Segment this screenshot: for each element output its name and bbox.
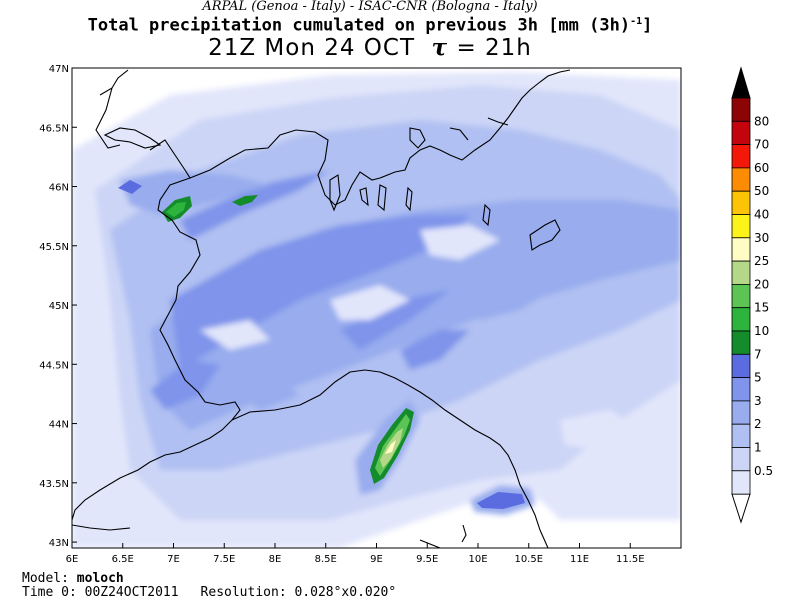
lon-tick-label: 11.5E <box>616 554 645 565</box>
lat-tick-label: 45N <box>49 301 69 312</box>
colorbar-bottom-arrow <box>731 493 751 524</box>
colorbar-swatch <box>731 470 751 495</box>
lat-tick-label: 43.5N <box>39 479 69 490</box>
colorbar-top-arrow <box>731 66 751 99</box>
colorbar: 0.5 1 2 3 5 7 10 15 20 25 30 40 50 60 70 80 <box>731 66 773 524</box>
colorbar-swatch <box>731 214 751 239</box>
colorbar-label: 30 <box>754 231 769 245</box>
colorbar-label: 3 <box>754 394 762 408</box>
lon-tick-label: 7.5E <box>213 554 235 565</box>
colorbar-label: 80 <box>754 114 769 128</box>
colorbar-swatch <box>731 423 751 448</box>
colorbar-swatch <box>731 144 751 169</box>
colorbar-label: 1 <box>754 441 762 455</box>
colorbar-swatch <box>731 400 751 425</box>
colorbar-swatch <box>731 447 751 472</box>
colorbar-swatch <box>731 307 751 332</box>
colorbar-label: 25 <box>754 254 769 268</box>
lon-tick-label: 6E <box>66 554 79 565</box>
colorbar-label: 7 <box>754 347 762 361</box>
colorbar-label: 20 <box>754 277 769 291</box>
colorbar-label: 15 <box>754 301 769 315</box>
colorbar-label: 2 <box>754 417 762 431</box>
valid-time-title: 21Z Mon 24 OCT τ = 21h <box>208 34 532 61</box>
lon-tick-label: 8E <box>269 554 282 565</box>
colorbar-swatch <box>731 260 751 285</box>
lon-tick-label: 9E <box>370 554 383 565</box>
lon-tick-label: 10E <box>468 554 487 565</box>
model-line: Model: moloch <box>22 571 124 586</box>
lat-tick-label: 46N <box>49 183 69 194</box>
colorbar-swatch <box>731 283 751 309</box>
time-line: Time 0: 00Z24OCT2011 Resolution: 0.028°x0… <box>22 585 397 600</box>
coastlines-borders <box>72 69 571 548</box>
colorbar-label: 50 <box>754 184 769 198</box>
latitude-axis: 43N 43.5N 44N 44.5N 45N 45.5N 46N 46.5N 47N <box>39 64 77 549</box>
lon-tick-label: 8.5E <box>315 554 337 565</box>
lat-tick-label: 47N <box>49 64 69 75</box>
lat-tick-label: 45.5N <box>39 242 69 253</box>
precipitation-field <box>72 68 681 548</box>
longitude-axis: 6E 6.5E 7E 7.5E 8E 8.5E 9E 9.5E 10E 10.5E 11E 11.5E <box>66 543 645 565</box>
lon-tick-label: 6.5E <box>112 554 134 565</box>
lon-tick-label: 10.5E <box>514 554 543 565</box>
colorbar-label: 10 <box>754 324 769 338</box>
lat-tick-label: 46.5N <box>39 123 69 134</box>
colorbar-swatch <box>731 120 751 146</box>
lon-tick-label: 9.5E <box>416 554 438 565</box>
lon-tick-label: 11E <box>570 554 589 565</box>
lat-tick-label: 44N <box>49 420 69 431</box>
lon-tick-label: 7E <box>167 554 180 565</box>
lat-tick-label: 43N <box>49 538 69 549</box>
institutions-header: ARPAL (Genoa - Italy) - ISAC-CNR (Bologn… <box>202 0 538 14</box>
colorbar-swatch <box>731 97 751 122</box>
colorbar-label: 5 <box>754 371 762 385</box>
colorbar-label: 60 <box>754 161 769 175</box>
lat-tick-label: 44.5N <box>39 360 69 371</box>
colorbar-label: 70 <box>754 138 769 152</box>
colorbar-swatch <box>731 330 751 355</box>
colorbar-swatch <box>731 167 751 192</box>
colorbar-swatch <box>731 377 751 402</box>
product-title: Total precipitation cumulated on previou… <box>87 15 653 36</box>
colorbar-swatch <box>731 353 751 378</box>
colorbar-label: 40 <box>754 208 769 222</box>
colorbar-swatch <box>731 190 751 215</box>
colorbar-label: 0.5 <box>754 464 773 478</box>
colorbar-swatch <box>731 237 751 262</box>
